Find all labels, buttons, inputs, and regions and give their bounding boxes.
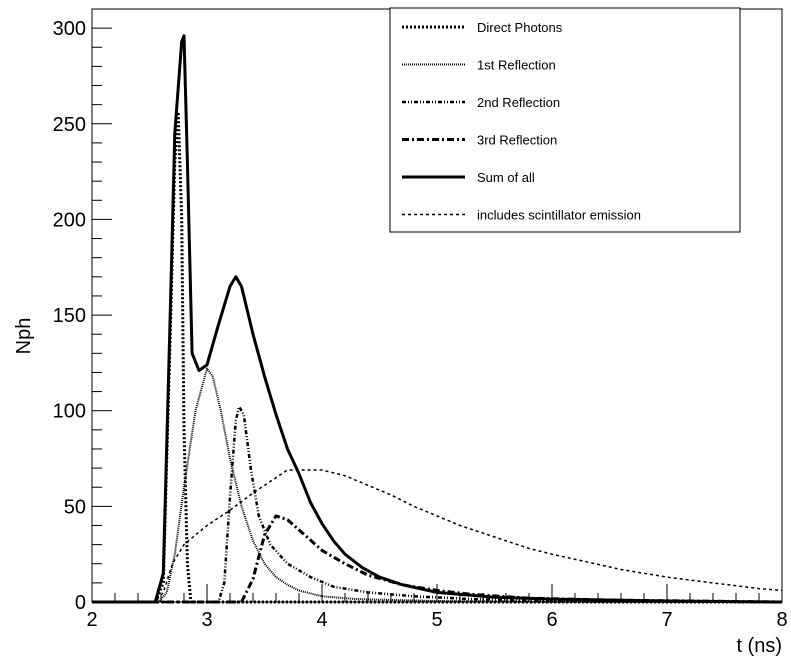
legend: Direct Photons 1st Reflection 2nd Reflecti… [389,7,741,233]
legend-label: 1st Reflection [477,58,556,73]
legend-box [389,7,741,233]
y-tick-label: 200 [53,209,86,231]
series-line-scint [92,469,783,603]
y-tick-label: 150 [53,305,86,327]
x-tick-label: 7 [661,609,672,631]
series-line-second [92,405,783,604]
axis-ticks: 2 3 4 5 6 7 8 0 50 100 150 200 250 300 [53,8,788,631]
series-layer [92,34,783,604]
y-tick-label: 0 [75,592,86,614]
x-tick-label: 2 [86,609,97,631]
legend-label: 2nd Reflection [477,95,560,110]
legend-label: includes scintillator emission [477,208,641,223]
x-tick-label: 4 [316,609,327,631]
y-axis-title: Nph [13,318,35,355]
legend-label: Direct Photons [477,20,563,35]
series-line-first [92,367,782,603]
y-tick-label: 300 [53,18,86,40]
legend-label: Sum of all [477,170,535,185]
x-tick-label: 8 [776,609,787,631]
legend-label: 3rd Reflection [477,133,557,148]
y-tick-label: 100 [53,401,86,423]
x-tick-label: 6 [546,609,557,631]
series-line-direct [92,112,782,604]
series-line-sum [92,34,783,604]
y-tick-label: 50 [64,496,86,518]
x-axis-title: t (ns) [736,635,782,657]
y-tick-label: 250 [53,114,86,136]
x-tick-label: 3 [201,609,212,631]
x-tick-label: 5 [431,609,442,631]
series-line-third [92,514,783,604]
